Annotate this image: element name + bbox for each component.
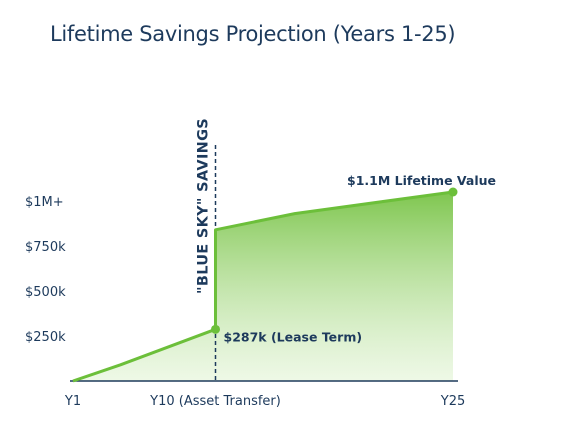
- data-point-marker-1: [448, 187, 458, 197]
- x-tick-label-1: Y10 (Asset Transfer): [149, 394, 281, 409]
- lease-term-annotation: $287k (Lease Term): [224, 329, 363, 344]
- y-tick-label-2: $750k: [25, 240, 66, 255]
- x-tick-label-0: Y1: [64, 394, 81, 409]
- y-tick-label-1: $500k: [25, 285, 66, 300]
- x-tick-label-2: Y25: [440, 394, 465, 409]
- data-point-marker-0: [211, 324, 220, 334]
- chart-title: Lifetime Savings Projection (Years 1-25): [50, 22, 456, 46]
- savings-area: [73, 192, 453, 381]
- y-tick-label-0: $250k: [25, 330, 66, 345]
- lifetime-value-annotation: $1.1M Lifetime Value: [347, 173, 496, 188]
- y-tick-label-3: $1M+: [25, 195, 64, 210]
- blue-sky-label: "BLUE SKY" SAVINGS: [196, 118, 212, 294]
- savings-line: [72, 190, 454, 383]
